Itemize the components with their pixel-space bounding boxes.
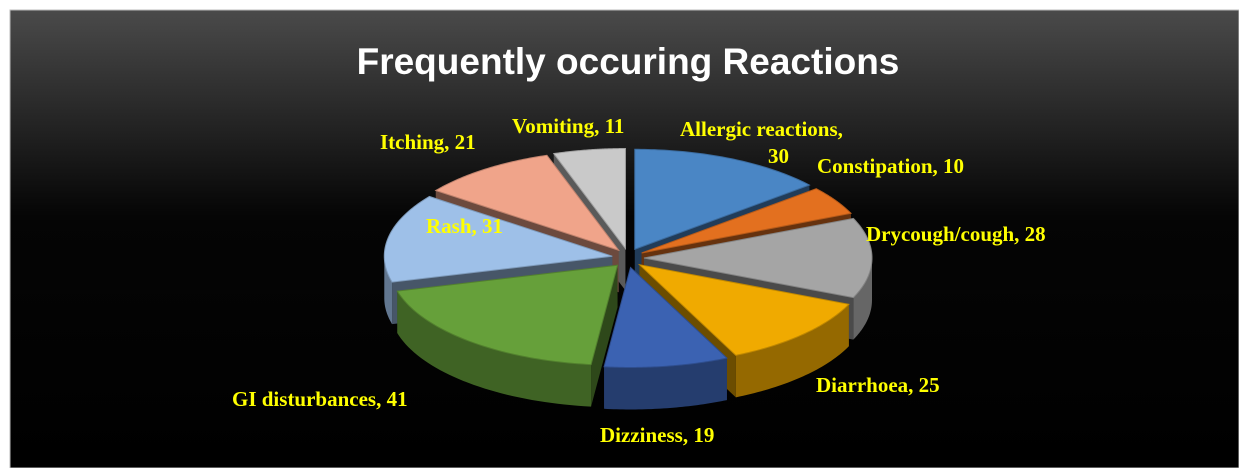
slice: Dizziness (603, 266, 728, 410)
pie: VomitingAllergic reactionsItchingConstip… (383, 148, 873, 410)
data-label: Dizziness, 19 (600, 423, 714, 447)
slice-side (384, 256, 393, 325)
slice-top (603, 266, 728, 368)
slice: GI disturbances (396, 264, 619, 407)
slice-top (643, 217, 873, 299)
data-label: Diarrhoea, 25 (816, 373, 940, 397)
slice-side (397, 291, 592, 407)
slice-top (383, 195, 613, 283)
data-label-line: Allergic reactions, (680, 117, 843, 141)
data-label: Vomiting, 11 (512, 114, 624, 138)
data-label: Rash, 31 (426, 214, 503, 238)
data-label-line: 30 (768, 144, 789, 168)
data-label: Constipation, 10 (817, 154, 964, 178)
data-label: Allergic reactions, 30 (680, 117, 843, 168)
slice-side (604, 358, 727, 410)
slice-top (634, 148, 811, 251)
slice-top (552, 148, 626, 251)
data-label: GI disturbances, 41 (232, 387, 408, 411)
slice-top (396, 264, 619, 366)
data-label: Drycough/cough, 28 (866, 222, 1046, 246)
data-label: Itching, 21 (380, 130, 476, 154)
chart-title: Frequently occuring Reactions (357, 41, 900, 82)
labels: Allergic reactions, 30 Constipation, 10 Dry… (232, 114, 1046, 447)
slice-top (637, 263, 850, 356)
slice-side (735, 304, 849, 398)
slice-top (641, 188, 852, 254)
slice-top (434, 154, 620, 252)
